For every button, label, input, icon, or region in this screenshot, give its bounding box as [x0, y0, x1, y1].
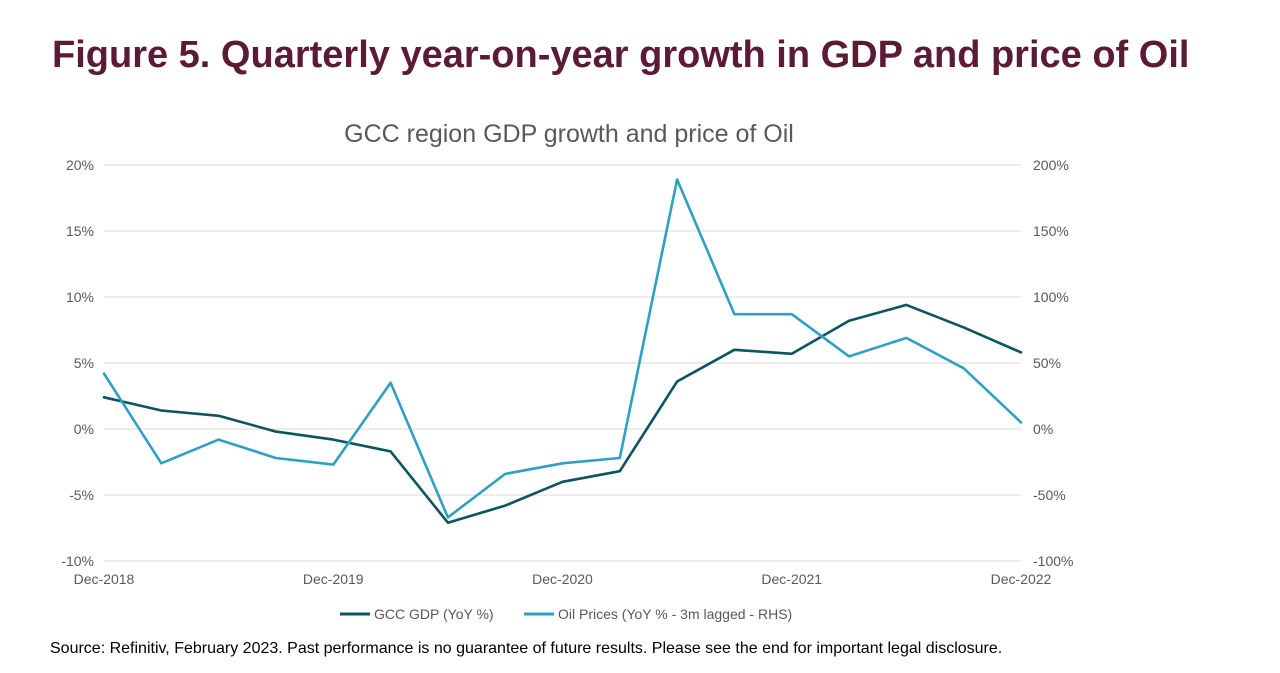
left-axis-tick-label: 20%: [66, 157, 94, 173]
gridlines: [104, 164, 1021, 496]
right-axis-tick-label: 150%: [1033, 223, 1069, 239]
series-line-gcc-gdp: [102, 303, 1023, 525]
right-axis-tick-label: 0%: [1033, 421, 1053, 437]
left-axis-tick-label: 5%: [74, 355, 94, 371]
left-axis: 20% 15% 10% 5% 0% -5% -10%: [61, 157, 94, 569]
right-axis-tick-label: 100%: [1033, 289, 1069, 305]
right-axis-tick-label: 200%: [1033, 157, 1069, 173]
left-axis-tick-label: -5%: [69, 487, 94, 503]
figure-title: Figure 5. Quarterly year-on-year growth …: [52, 34, 1190, 76]
x-axis-tick-label: Dec-2020: [532, 571, 593, 587]
series-line-oil-prices: [102, 178, 1023, 519]
right-axis-tick-label: -100%: [1033, 553, 1073, 569]
left-axis-tick-label: 0%: [74, 421, 94, 437]
x-axis-tick-label: Dec-2022: [991, 571, 1052, 587]
x-axis-tick-label: Dec-2021: [761, 571, 822, 587]
right-axis-tick-label: -50%: [1033, 487, 1066, 503]
legend-label: GCC GDP (YoY %): [374, 606, 494, 622]
x-axis-tick-label: Dec-2019: [303, 571, 364, 587]
chart-title: GCC region GDP growth and price of Oil: [344, 120, 794, 148]
x-axis-tick-label: Dec-2018: [74, 571, 135, 587]
left-axis-tick-label: -10%: [61, 553, 94, 569]
x-axis: Dec-2018 Dec-2019 Dec-2020 Dec-2021 Dec-2022: [74, 560, 1052, 587]
right-axis: 200% 150% 100% 50% 0% -50% -100%: [1033, 157, 1073, 569]
legend-label: Oil Prices (YoY % - 3m lagged - RHS): [558, 606, 792, 622]
legend: GCC GDP (YoY %) Oil Prices (YoY % - 3m la…: [340, 606, 792, 622]
left-axis-tick-label: 10%: [66, 289, 94, 305]
right-axis-tick-label: 50%: [1033, 355, 1061, 371]
series-lines: [102, 178, 1023, 525]
source-note: Source: Refinitiv, February 2023. Past p…: [50, 640, 1003, 657]
left-axis-tick-label: 15%: [66, 223, 94, 239]
